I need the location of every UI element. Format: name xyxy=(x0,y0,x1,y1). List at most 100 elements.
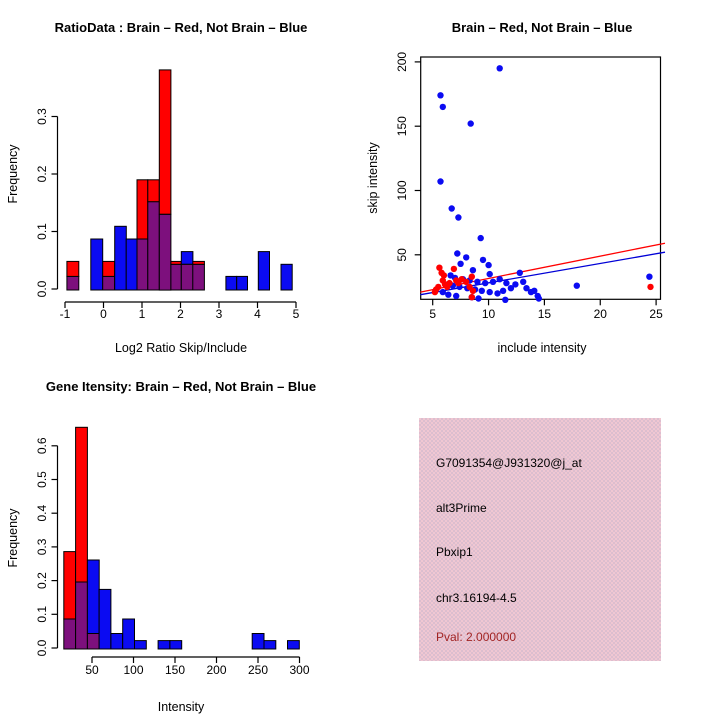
histogram-bar-segment xyxy=(102,260,116,277)
histogram-bar-segment xyxy=(169,640,183,650)
scatter-point-blue xyxy=(496,65,503,72)
histogram-bar-segment xyxy=(63,618,77,650)
scatter-point-blue xyxy=(485,261,492,269)
x-tick-label: 50 xyxy=(85,663,99,677)
scatter-point-red xyxy=(436,264,443,271)
histogram-bar-segment xyxy=(180,263,194,291)
splice-type-text: alt3Prime xyxy=(436,501,487,515)
scatter-point-red xyxy=(468,273,475,280)
x-tick-label: 0 xyxy=(100,307,107,321)
histogram-bar-segment xyxy=(263,640,277,650)
y-tick-label: 50 xyxy=(395,248,409,262)
panel-gene-info: G7091354@J931320@j_at alt3Prime Pbxip1 c… xyxy=(360,360,720,720)
x-axis-label: Log2 Ratio Skip/Include xyxy=(115,341,247,355)
scatter-point-blue xyxy=(516,269,523,276)
histogram-bar-segment xyxy=(180,251,194,265)
scatter-point-blue xyxy=(503,279,510,287)
histogram-bar-segment xyxy=(287,640,300,650)
histogram-bar-segment xyxy=(170,260,182,265)
plot-title: Brain – Red, Not Brain – Blue xyxy=(452,20,633,35)
histogram-bar-segment xyxy=(158,213,172,291)
scatter-point-blue xyxy=(486,288,493,296)
x-tick-label: 150 xyxy=(165,663,185,677)
y-tick-label: 100 xyxy=(395,180,409,200)
gene-name-text: Pbxip1 xyxy=(436,545,473,559)
histogram-bar-segment xyxy=(102,275,116,291)
histogram-bar-segment xyxy=(75,426,88,583)
ratio-histogram-plot: -1 0 1 2 3 4 5 0.0 0.1 0.2 0.3 RatioData : Brain – … xyxy=(6,20,308,355)
y-tick-label: 0.6 xyxy=(35,437,49,454)
intensity-scatter-plot: 5 10 15 20 25 50 100 150 200 Brain – Red, Not Bra… xyxy=(366,20,666,355)
histogram-bar-segment xyxy=(66,275,80,291)
scatter-point-blue xyxy=(502,296,509,303)
location-text: chr3.16194-4.5 xyxy=(436,591,517,605)
y-tick-label: 0.4 xyxy=(35,505,49,522)
probe-id-text: G7091354@J931320@j_at xyxy=(436,456,582,470)
scatter-point-blue xyxy=(507,285,515,292)
histogram-bar-segment xyxy=(122,618,135,650)
scatter-point-red xyxy=(446,279,453,287)
scatter-point-red xyxy=(469,287,477,294)
x-tick-label: 5 xyxy=(429,307,436,321)
histogram-bar-segment xyxy=(147,201,160,291)
scatter-point-blue xyxy=(469,267,477,274)
panel-intensity-scatter: 5 10 15 20 25 50 100 150 200 Brain – Red, Not Bra… xyxy=(360,0,720,360)
histogram-bar-segment xyxy=(136,238,149,291)
scatter-point-blue xyxy=(474,278,481,285)
plot-title: Gene Itensity: Brain – Red, Not Brain – … xyxy=(46,379,316,394)
scatter-point-red xyxy=(463,278,470,285)
x-tick-label: 20 xyxy=(594,307,608,321)
scatter-point-blue xyxy=(535,295,542,302)
histogram-bar-segment xyxy=(170,263,182,291)
scatter-point-blue xyxy=(523,285,530,292)
scatter-point-blue xyxy=(455,214,462,221)
scatter-point-blue xyxy=(499,287,507,294)
gene-info-box: G7091354@J931320@j_at alt3Prime Pbxip1 c… xyxy=(419,418,661,661)
scatter-point-blue xyxy=(437,92,444,99)
x-axis-label: include intensity xyxy=(498,341,588,355)
x-tick-label: 3 xyxy=(216,307,223,321)
y-tick-label: 0.1 xyxy=(35,223,49,240)
histogram-bar-segment xyxy=(147,179,160,203)
y-tick-label: 0.3 xyxy=(35,538,49,555)
pval-text: Pval: 2.000000 xyxy=(436,630,517,644)
y-axis-label: Frequency xyxy=(6,144,20,204)
plot-title: RatioData : Brain – Red, Not Brain – Blu… xyxy=(55,20,308,35)
scatter-point-blue xyxy=(489,278,497,285)
histogram-bar-segment xyxy=(280,263,293,291)
scatter-point-blue xyxy=(494,290,501,297)
x-tick-label: -1 xyxy=(60,307,71,321)
gene-intensity-histogram-plot: 50 100 150 200 250 300 0.0 0.1 0.2 0.3 0.4 0.5 0.6 Ge… xyxy=(6,379,316,714)
y-tick-label: 0.0 xyxy=(35,280,49,297)
x-tick-label: 300 xyxy=(289,663,309,677)
histogram-bar-segment xyxy=(98,588,112,650)
scatter-point-blue xyxy=(531,287,538,294)
scatter-point-red xyxy=(647,283,654,291)
x-tick-label: 10 xyxy=(482,307,496,321)
panel-gene-intensity-histogram: 50 100 150 200 250 300 0.0 0.1 0.2 0.3 0.4 0.5 0.6 Ge… xyxy=(0,360,360,720)
panel-ratio-histogram: -1 0 1 2 3 4 5 0.0 0.1 0.2 0.3 RatioData : Brain – … xyxy=(0,0,360,360)
scatter-point-blue xyxy=(463,254,470,261)
scatter-point-blue xyxy=(467,120,474,127)
y-tick-label: 0.0 xyxy=(35,639,49,656)
scatter-point-blue xyxy=(479,256,487,264)
y-tick-label: 200 xyxy=(395,52,409,72)
x-tick-label: 200 xyxy=(206,663,226,677)
histogram-bar-segment xyxy=(257,251,270,291)
histogram-bar-segment xyxy=(114,225,127,291)
histogram-bar-segment xyxy=(236,275,248,291)
scatter-point-blue xyxy=(457,260,464,267)
histogram-bar-segment xyxy=(192,263,205,291)
histogram-bar-segment xyxy=(157,640,171,650)
x-tick-label: 25 xyxy=(649,307,663,321)
histogram-bar-segment xyxy=(66,260,80,277)
histogram-bar-segment xyxy=(75,581,88,650)
scatter-point-blue xyxy=(486,270,493,278)
histogram-bar-segment xyxy=(86,633,100,650)
scatter-point-blue xyxy=(439,103,446,111)
y-tick-label: 0.5 xyxy=(35,471,49,488)
histogram-bar-segment xyxy=(110,633,124,650)
x-tick-label: 2 xyxy=(177,307,184,321)
scatter-point-blue xyxy=(520,278,527,285)
y-tick-label: 150 xyxy=(395,116,409,136)
